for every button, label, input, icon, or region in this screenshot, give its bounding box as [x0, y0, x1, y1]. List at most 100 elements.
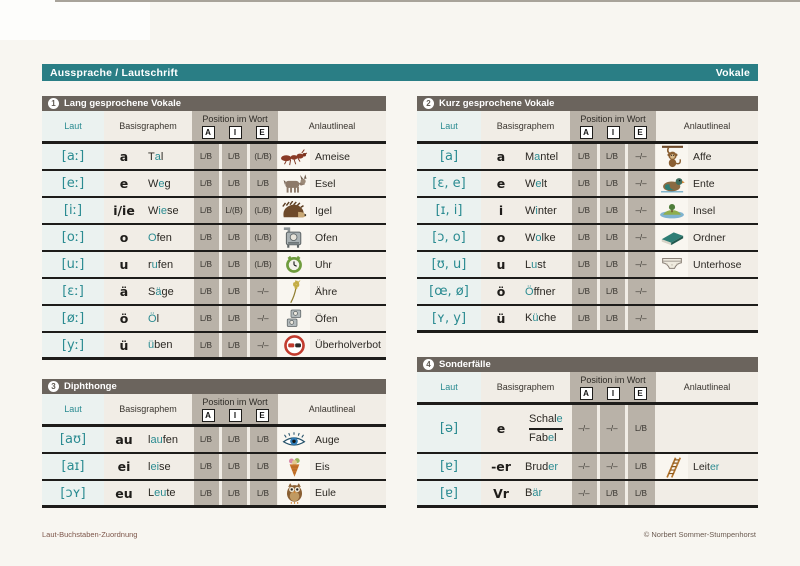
ipa-sound-cell: [aʊ] [42, 427, 104, 452]
position-letter-box: E [633, 386, 647, 400]
position-value: –/– [606, 424, 618, 433]
position-value: L/(B) [225, 206, 243, 215]
icon-cell [656, 481, 688, 505]
position-value-cell: L/B [221, 144, 247, 169]
position-value-cell: –/– [627, 306, 655, 330]
word-text: se [159, 460, 171, 473]
position-value: L/B [199, 233, 212, 242]
anlaut-word-cell: Affe [688, 144, 758, 169]
word-text: Schal [529, 412, 557, 425]
position-letter-box: I [228, 408, 242, 422]
table-row: [ə] e Schale Fabel –/– –/– L/B [417, 405, 758, 454]
ipa-sound: [aɪ] [61, 459, 85, 474]
word-text: r [148, 258, 152, 271]
position-value: L/B [634, 488, 647, 498]
divider-line [529, 427, 563, 430]
ant-icon [280, 147, 308, 166]
grapheme: ü [496, 310, 506, 326]
anlaut-word-cell: Ameise [310, 144, 386, 169]
word-text: Fab [529, 431, 548, 444]
anlaut-word-cell [688, 405, 758, 452]
monkey-icon [661, 145, 683, 168]
grapheme: a [119, 149, 129, 164]
ipa-sound: [ɪ, i] [435, 203, 463, 218]
table-title: Sonderfälle [439, 359, 491, 370]
icon-cell [278, 225, 310, 250]
example-word-cell: l au fen [144, 427, 192, 452]
icon-cell [656, 225, 688, 250]
ipa-sound-cell: [oː] [42, 225, 104, 250]
grapheme: -er [491, 459, 511, 474]
anlaut-word-cell: Ente [688, 171, 758, 196]
position-value: L/B [634, 424, 647, 433]
position-value: –/– [635, 260, 647, 269]
grapheme-cell: ei [104, 454, 144, 479]
anlautlineal-column-label: Anlautlineal [683, 121, 731, 131]
word-text: Affe [693, 150, 712, 163]
word-text: L [525, 258, 532, 271]
position-value: L/B [605, 206, 618, 215]
ipa-sound-cell: [ɛ, e] [417, 171, 481, 196]
donkey-icon [281, 173, 307, 194]
page-subject: Vokale [715, 66, 750, 79]
ipa-sound: [ɐ] [440, 459, 458, 474]
highlighted-grapheme: i [535, 204, 538, 217]
anlaut-word-cell: Überholverbot [310, 333, 386, 357]
wheat-ear-icon [287, 280, 302, 303]
grapheme: ei [117, 459, 131, 474]
example-word-cell: l ei se [144, 454, 192, 479]
ipa-sound-cell: [ə] [417, 405, 481, 452]
word-text: Unterhose [693, 258, 742, 271]
word-text: Igel [315, 204, 332, 217]
word-text: Brud [525, 460, 549, 473]
owl-icon [285, 482, 304, 504]
position-value-cell: (L/B) [249, 198, 277, 223]
laut-column-label: Laut [64, 121, 82, 131]
table-row: [yː] ü ü ben L/B L/B –/– Überholverbot [42, 333, 386, 360]
anlaut-word-cell: Auge [310, 427, 386, 452]
anlaut-word-cell: Eis [310, 454, 386, 479]
laut-column-label: Laut [440, 382, 458, 392]
word-text: ben [154, 339, 173, 351]
word-text: Ameise [315, 150, 351, 163]
position-value: L/B [199, 314, 212, 323]
position-value-cell: –/– [571, 481, 597, 505]
position-value: L/B [577, 152, 590, 161]
icon-cell [278, 454, 310, 479]
icon-cell [656, 306, 688, 330]
icon-cell [278, 427, 310, 452]
folder-icon [659, 229, 685, 247]
position-value: –/– [635, 313, 647, 323]
position-value-cell: L/B [221, 279, 247, 304]
example-word: Schale [529, 413, 563, 426]
word-text: T [148, 150, 155, 163]
word-text: fen [156, 231, 172, 244]
basisgraphem-column-label: Basisgraphem [119, 121, 177, 131]
laut-column-label: Laut [64, 404, 82, 414]
position-value-cell: L/B [599, 144, 625, 169]
icon-cell [656, 454, 688, 479]
word-text: st [537, 258, 546, 271]
grapheme: e [119, 176, 129, 191]
position-value: –/– [578, 424, 590, 433]
grapheme: au [115, 432, 133, 447]
laut-column-header-cell: Laut [417, 372, 481, 402]
word-text: Ente [693, 177, 715, 190]
highlighted-grapheme: e [158, 177, 165, 190]
position-value-cell: (L/B) [249, 225, 277, 250]
position-column-label: Position im Wort [202, 113, 268, 124]
word-text: Auge [315, 433, 340, 446]
highlighted-grapheme: är [532, 487, 543, 499]
grapheme-cell: ö [104, 306, 144, 331]
position-value-cell: (L/B) [249, 144, 277, 169]
position-value-cell: L/B [571, 225, 597, 250]
icon-cell [278, 144, 310, 169]
highlighted-grapheme: Ö [148, 312, 157, 325]
position-value: –/– [635, 287, 647, 296]
grapheme-cell: ü [481, 306, 521, 330]
